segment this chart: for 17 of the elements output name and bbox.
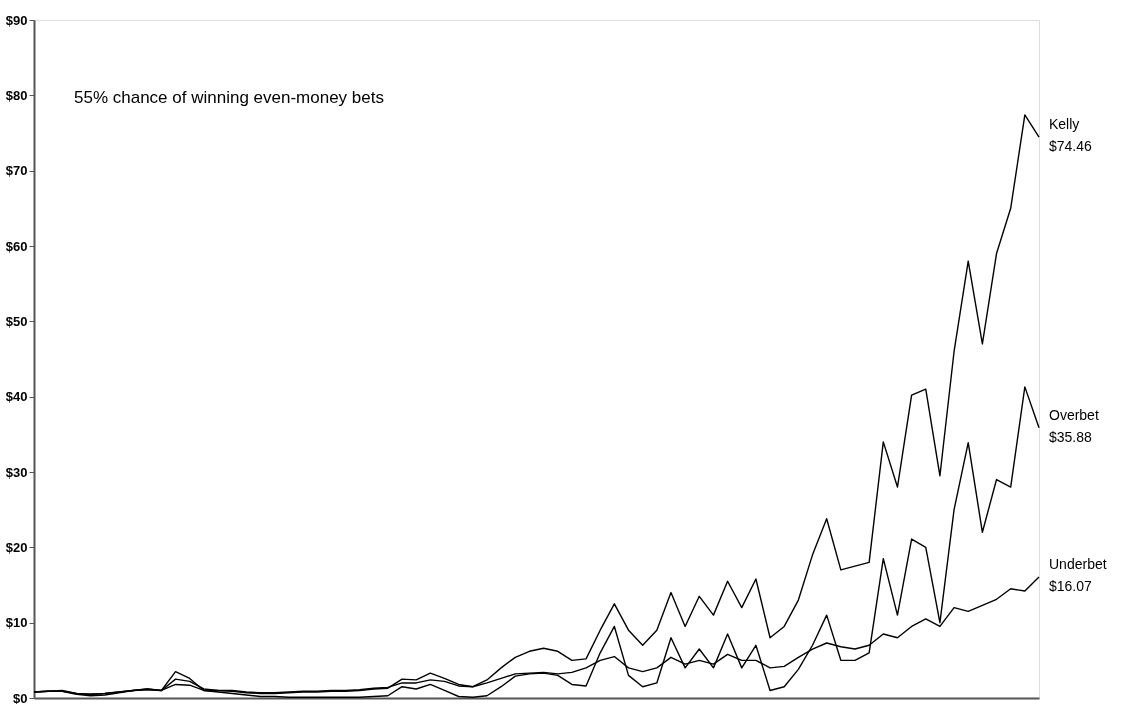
series-label: Overbet [1049,406,1099,423]
data-label: $16.07 [1049,577,1093,594]
series-label: Underbet [1049,555,1107,572]
data-label: $74.46 [1049,138,1093,155]
y-tick-label: $20 [5,539,28,555]
series-label: Kelly [1049,116,1080,133]
annotation: 55% chance of winning even-money bets [74,88,384,107]
y-tick-label: $70 [5,163,28,179]
data-label: $35.88 [1049,428,1093,445]
y-tick-label: $60 [5,238,28,254]
y-tick-label: $40 [5,389,28,405]
y-tick-label: $30 [5,464,28,480]
y-tick-label: $80 [5,87,28,103]
y-tick-label: $0 [13,690,28,704]
y-tick-label: $50 [5,313,28,329]
y-tick-label: $10 [5,615,28,631]
y-tick-label: $90 [5,12,28,28]
